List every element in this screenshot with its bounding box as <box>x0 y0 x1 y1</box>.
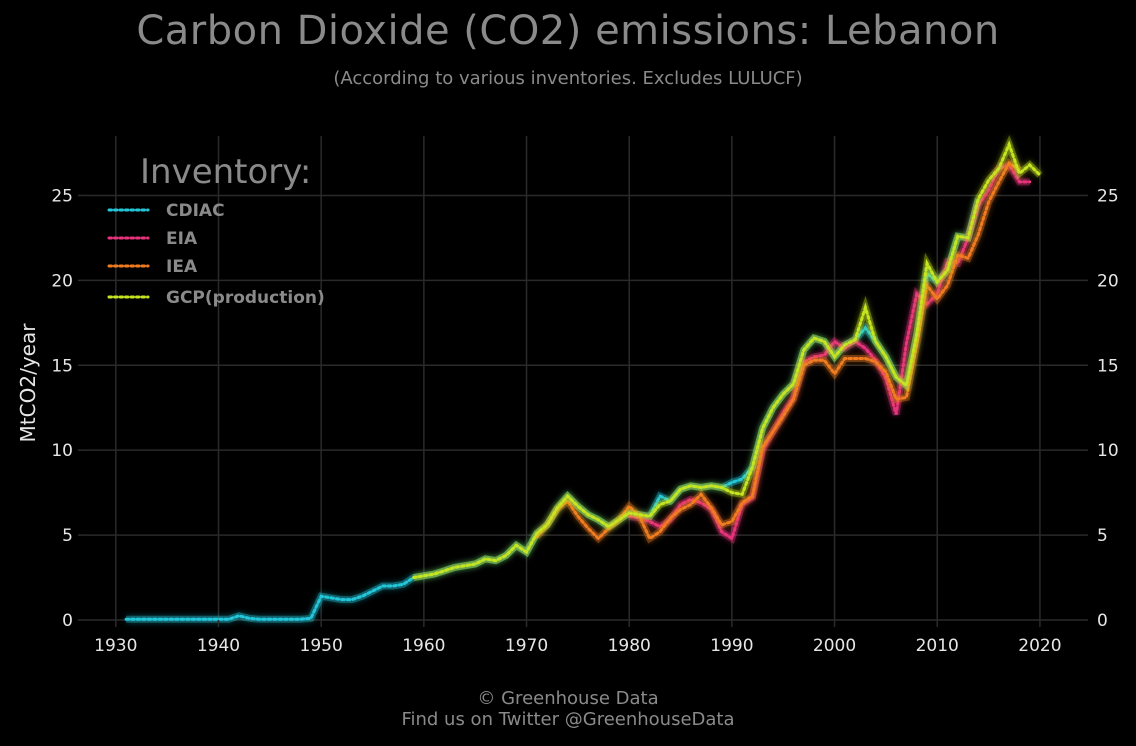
footer-twitter: Find us on Twitter @GreenhouseData <box>401 709 735 730</box>
x-tick-label: 2020 <box>1018 636 1061 656</box>
grid <box>85 136 1081 621</box>
footer-copyright: © Greenhouse Data <box>477 688 659 709</box>
y-tick-label-left: 25 <box>51 186 73 206</box>
x-tick-label: 1970 <box>505 636 548 656</box>
legend-item: GCP(production) <box>107 288 325 308</box>
y-tick-label-left: 10 <box>51 441 73 461</box>
y-tick-label-right: 25 <box>1097 186 1119 206</box>
series-line <box>535 161 1021 541</box>
legend: Inventory: CDIAC EIA IEA GCP(production) <box>107 152 325 308</box>
x-tick-label: 1990 <box>710 636 753 656</box>
series-glow <box>126 197 982 623</box>
series-iea <box>534 158 1022 544</box>
series-glow <box>534 158 1022 544</box>
chart-subtitle: (According to various inventories. Exclu… <box>333 68 803 89</box>
y-tick-label-left: 5 <box>62 526 73 546</box>
series-glow <box>413 134 1043 581</box>
legend-label: CDIAC <box>166 201 225 221</box>
series-cdiac <box>124 197 982 623</box>
x-tick-label: 1980 <box>608 636 651 656</box>
axes: 1930 1940 1950 1960 1970 1980 1990 2000 2010 2020… <box>16 186 1119 656</box>
legend-label: GCP(production) <box>166 288 325 308</box>
y-axis-label: MtCO2/year <box>16 323 40 443</box>
legend-label: EIA <box>166 229 198 249</box>
x-tick-label: 1940 <box>197 636 240 656</box>
chart-title: Carbon Dioxide (CO2) emissions: Lebanon <box>136 8 1000 54</box>
x-tick-label: 2010 <box>916 636 959 656</box>
series-line <box>412 140 1042 579</box>
x-tick-label: 1950 <box>300 636 343 656</box>
legend-label: IEA <box>166 257 198 277</box>
y-tick-label-right: 10 <box>1097 441 1119 461</box>
series-line <box>124 197 980 621</box>
y-tick-label-right: 15 <box>1097 356 1119 376</box>
legend-item: CDIAC <box>107 201 225 221</box>
y-tick-label-left: 20 <box>51 271 73 291</box>
series-gcp-production- <box>412 134 1043 581</box>
legend-item: IEA <box>107 257 198 277</box>
x-tick-label: 2000 <box>813 636 856 656</box>
y-tick-label-right: 0 <box>1097 611 1108 631</box>
y-tick-label-left: 0 <box>62 611 73 631</box>
legend-title: Inventory: <box>140 152 311 192</box>
x-tick-label: 1960 <box>402 636 445 656</box>
legend-item: EIA <box>107 229 198 249</box>
series-lines <box>124 134 1043 623</box>
y-tick-label-left: 15 <box>51 356 73 376</box>
x-tick-label: 1930 <box>94 636 137 656</box>
y-tick-label-right: 5 <box>1097 526 1108 546</box>
y-tick-label-right: 20 <box>1097 271 1119 291</box>
